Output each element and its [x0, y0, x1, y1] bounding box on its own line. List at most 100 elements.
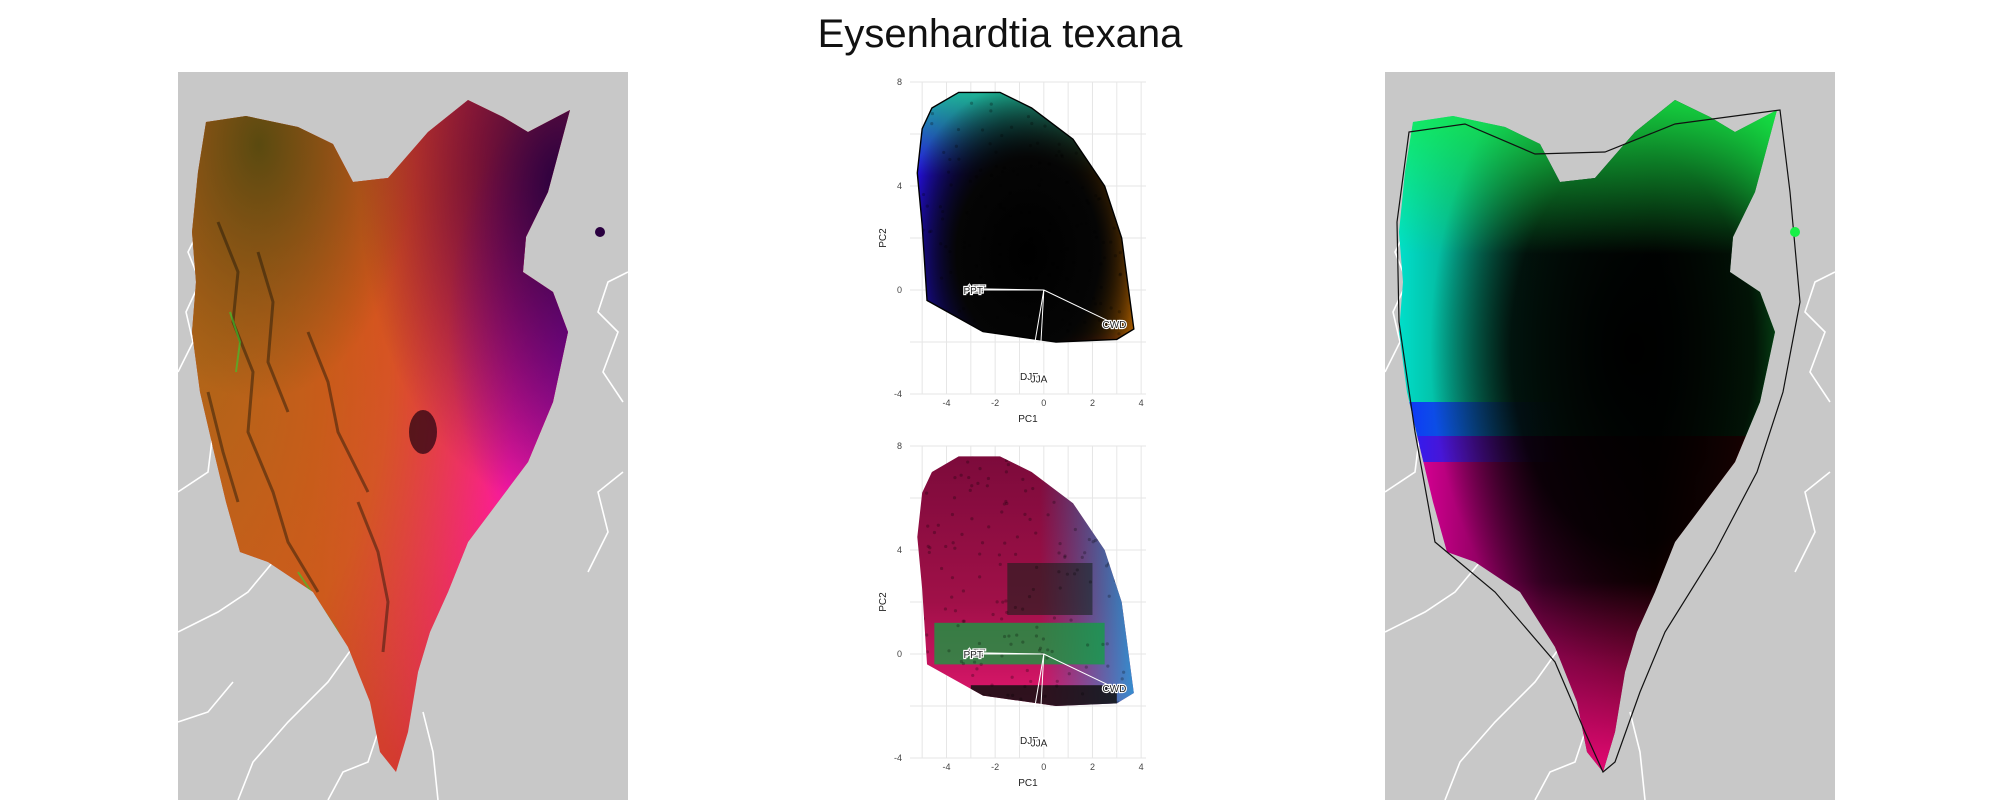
- loading-label: JJA: [1031, 738, 1048, 749]
- scatter-point: [979, 168, 983, 172]
- y-tick-label: 8: [897, 441, 902, 451]
- scatter-point: [970, 517, 974, 521]
- scatter-point: [948, 249, 952, 254]
- scatter-point: [1004, 470, 1008, 474]
- scatter-point: [1035, 625, 1039, 629]
- scatter-point: [995, 315, 999, 320]
- scatter-point: [961, 307, 966, 311]
- scatter-point: [925, 204, 929, 208]
- scatter-point: [1072, 203, 1076, 208]
- y-tick-label: 4: [897, 181, 902, 191]
- x-tick-label: -2: [991, 398, 999, 408]
- scatter-point: [1075, 224, 1079, 228]
- scatter-point: [1118, 272, 1123, 276]
- loading-label: JJA: [1031, 374, 1048, 385]
- scatter-point: [1055, 684, 1059, 688]
- scatter-point: [1031, 486, 1035, 491]
- x-tick-label: 4: [1139, 762, 1144, 772]
- scatter-point: [949, 270, 953, 275]
- scatter-point: [1084, 665, 1088, 669]
- scatter-point: [938, 205, 943, 209]
- scatter-point: [1065, 572, 1070, 576]
- admin-borders: [178, 221, 628, 800]
- scatter-point: [1109, 306, 1113, 310]
- scatter-point: [1015, 535, 1019, 539]
- scatter-point: [1038, 648, 1042, 652]
- scatter-point: [998, 562, 1002, 566]
- scatter-point: [947, 170, 951, 174]
- scatter-point: [1023, 684, 1027, 689]
- scatter-point: [1073, 527, 1077, 532]
- scatter-point: [1034, 531, 1038, 535]
- scatter-point: [1034, 276, 1038, 280]
- scatter-point: [954, 144, 958, 148]
- scatter-point: [953, 546, 957, 550]
- scatter-point: [924, 491, 929, 495]
- scatter-point: [1050, 649, 1054, 654]
- scatter-point: [1117, 332, 1121, 336]
- scatter-point: [1066, 329, 1070, 333]
- x-tick-label: 2: [1090, 762, 1095, 772]
- scatter-point: [1031, 587, 1036, 592]
- outlier-point: [1790, 227, 1800, 237]
- scatter-point: [1037, 183, 1041, 187]
- scatter-point: [959, 659, 964, 664]
- scatter-point: [1102, 256, 1107, 260]
- scatter-point: [1094, 194, 1098, 198]
- scatter-point: [1120, 677, 1124, 681]
- scatter-point: [1001, 600, 1005, 604]
- scatter-point: [967, 475, 971, 480]
- scatter-point: [999, 183, 1003, 187]
- scatter-point: [953, 475, 957, 480]
- scatter-point: [986, 476, 991, 481]
- scatter-point: [1117, 310, 1121, 314]
- scatter-point: [1087, 537, 1091, 542]
- scatter-point: [980, 541, 985, 545]
- scatter-point: [1016, 173, 1020, 177]
- scatter-point: [1052, 616, 1057, 620]
- scatter-point: [1047, 228, 1051, 233]
- scatter-point: [1021, 640, 1025, 644]
- scatter-point: [1029, 237, 1033, 241]
- scatter-point: [1060, 153, 1064, 157]
- scatter-point: [994, 150, 998, 154]
- scatter-point: [959, 473, 963, 477]
- scatter-point: [1058, 541, 1062, 546]
- scatter-point: [995, 600, 999, 604]
- scatter-point: [972, 319, 976, 323]
- scatter-point: [971, 673, 975, 678]
- scatter-point: [932, 530, 937, 535]
- scatter-point: [998, 203, 1002, 207]
- scatter-point: [1086, 201, 1091, 206]
- scatter-point: [1101, 326, 1105, 330]
- scatter-point: [930, 111, 935, 116]
- y-axis-label: PC2: [878, 228, 889, 248]
- y-tick-label: -4: [894, 753, 902, 763]
- scatter-point: [1094, 235, 1099, 239]
- scatter-point: [1046, 320, 1050, 324]
- scatter-point: [944, 544, 948, 549]
- scatter-point: [956, 624, 960, 628]
- convex-hull: [916, 91, 1135, 343]
- scatter-point: [963, 240, 967, 244]
- scatter-point: [926, 524, 930, 528]
- scatter-point: [979, 194, 984, 199]
- scatter-point: [1113, 254, 1118, 258]
- scatter-point: [1000, 133, 1004, 138]
- scatter-point: [1007, 634, 1011, 638]
- scatter-point: [1002, 634, 1007, 639]
- scatter-point: [1057, 570, 1061, 574]
- scatter-point: [982, 236, 986, 240]
- loading-label: PPT: [964, 650, 983, 661]
- scatter-point: [1035, 141, 1040, 145]
- scatter-point: [1019, 210, 1023, 215]
- scatter-point: [948, 157, 952, 162]
- scatter-point: [953, 609, 958, 613]
- scatter-point: [1023, 512, 1027, 517]
- scatter-point: [1031, 322, 1035, 326]
- scatter-point: [1016, 204, 1020, 208]
- scatter-point: [1028, 144, 1033, 148]
- scatter-point: [969, 101, 974, 105]
- scatter-point: [943, 607, 948, 611]
